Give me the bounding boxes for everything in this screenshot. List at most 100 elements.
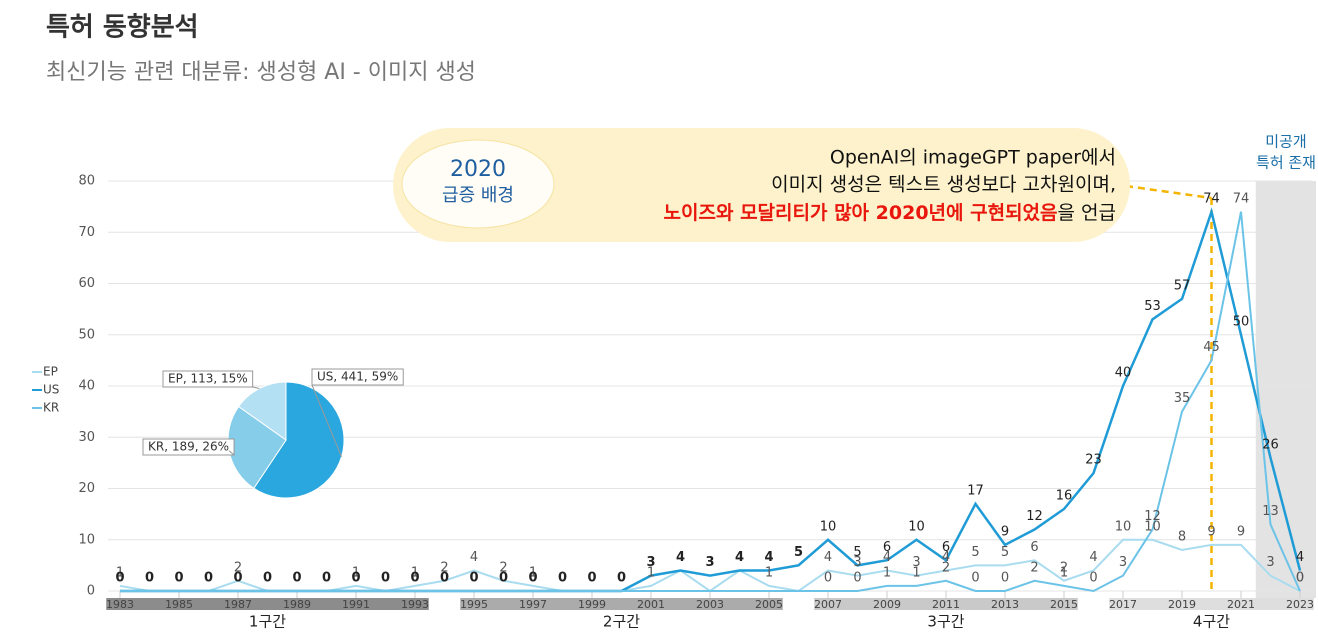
data-label: 0 <box>204 571 213 586</box>
annotation-badge-text: 2020 <box>450 157 506 182</box>
y-tick-label: 60 <box>78 276 95 291</box>
data-label: 45 <box>1203 340 1220 355</box>
data-label: 4 <box>764 550 773 565</box>
data-label: 5 <box>794 545 803 560</box>
data-label: 0 <box>145 571 154 586</box>
data-label: 6 <box>883 540 891 555</box>
period-bar <box>106 598 429 610</box>
period-label: 3구간 <box>927 613 964 631</box>
data-label: 9 <box>1237 524 1245 539</box>
period-label: 1구간 <box>249 613 286 631</box>
data-label: 40 <box>1115 366 1132 381</box>
data-label: 6 <box>942 540 950 555</box>
y-tick-label: 30 <box>78 430 95 445</box>
x-tick-label: 1995 <box>460 598 488 611</box>
data-label: 10 <box>1115 519 1132 534</box>
period-bar <box>1109 598 1314 610</box>
data-label: 5 <box>1001 545 1009 560</box>
data-label: 4 <box>735 550 744 565</box>
data-label: 0 <box>322 571 331 586</box>
x-tick-label: 2021 <box>1227 598 1255 611</box>
data-label: 0 <box>587 571 596 586</box>
data-label: 8 <box>1178 530 1186 545</box>
x-tick-label: 2015 <box>1050 598 1078 611</box>
data-label: 17 <box>967 483 984 498</box>
data-label: 0 <box>824 571 832 586</box>
data-label: 5 <box>971 545 979 560</box>
data-label: 0 <box>853 571 861 586</box>
legend-label: EP <box>43 365 58 379</box>
data-label: 0 <box>499 571 508 586</box>
data-label: 1 <box>1060 565 1068 580</box>
data-label: 53 <box>1144 299 1161 314</box>
x-tick-label: 2007 <box>814 598 842 611</box>
data-label: 1 <box>883 565 891 580</box>
x-tick-label: 2003 <box>696 598 724 611</box>
data-label: 9 <box>1207 524 1215 539</box>
x-tick-label: 2013 <box>991 598 1019 611</box>
data-label: 0 <box>440 571 449 586</box>
data-label: 2 <box>942 560 950 575</box>
data-label: 2 <box>1030 560 1038 575</box>
y-tick-label: 0 <box>87 584 95 599</box>
annotation-tail: 을 언급 <box>1058 202 1116 224</box>
data-label: 0 <box>115 571 124 586</box>
x-tick-label: 2011 <box>932 598 960 611</box>
annotation-leader <box>1126 186 1212 198</box>
data-label: 12 <box>1144 509 1161 524</box>
data-label: 4 <box>824 550 832 565</box>
y-tick-label: 50 <box>78 327 95 342</box>
y-tick-label: 40 <box>78 379 95 394</box>
pie-leader <box>253 387 260 388</box>
data-label: 3 <box>1266 555 1274 570</box>
y-tick-label: 80 <box>78 174 95 189</box>
data-label: 12 <box>1026 509 1043 524</box>
pie-label: US, 441, 59% <box>317 370 398 384</box>
period-label: 2구간 <box>603 613 640 631</box>
annotation-highlight: 노이즈와 모달리티가 많아 2020년에 구현되었음 <box>664 202 1058 224</box>
pie-label: KR, 189, 26% <box>148 440 229 454</box>
x-tick-label: 1987 <box>224 598 252 611</box>
x-tick-label: 1993 <box>401 598 429 611</box>
data-label: 4 <box>676 550 685 565</box>
data-label: 10 <box>820 519 837 534</box>
data-label: 0 <box>351 571 360 586</box>
pie-label: EP, 113, 15% <box>168 372 248 386</box>
unpublished-region <box>1256 181 1316 598</box>
x-tick-label: 2023 <box>1286 598 1314 611</box>
data-label: 0 <box>292 571 301 586</box>
data-label: 26 <box>1262 437 1279 452</box>
x-tick-label: 2009 <box>873 598 901 611</box>
legend-label: US <box>43 383 59 397</box>
x-tick-label: 1983 <box>106 598 134 611</box>
data-label: 57 <box>1174 278 1191 293</box>
x-tick-label: 1989 <box>283 598 311 611</box>
x-tick-label: 2005 <box>755 598 783 611</box>
data-label: 4 <box>1296 550 1304 565</box>
data-label: 0 <box>1296 571 1304 586</box>
data-label: 0 <box>528 571 537 586</box>
data-label: 0 <box>263 571 272 586</box>
data-label: 74 <box>1203 191 1220 206</box>
data-label: 74 <box>1233 191 1250 206</box>
x-tick-label: 1985 <box>165 598 193 611</box>
x-tick-label: 2001 <box>637 598 665 611</box>
data-label: 50 <box>1233 314 1250 329</box>
data-label: 0 <box>410 571 419 586</box>
data-label: 3 <box>1119 555 1127 570</box>
x-tick-label: 2019 <box>1168 598 1196 611</box>
data-label: 9 <box>1001 524 1009 539</box>
annotation-text: 이미지 생성은 텍스트 생성보다 고차원이며, <box>771 174 1116 196</box>
data-label: 0 <box>469 571 478 586</box>
y-tick-label: 10 <box>78 532 95 547</box>
data-label: 0 <box>174 571 183 586</box>
data-label: 1 <box>765 565 773 580</box>
data-label: 4 <box>1089 550 1097 565</box>
x-tick-label: 1991 <box>342 598 370 611</box>
x-tick-label: 1997 <box>519 598 547 611</box>
data-label: 0 <box>617 571 626 586</box>
page-subtitle: 최신기능 관련 대분류: 생성형 AI - 이미지 생성 <box>46 60 476 85</box>
annotation-text: 노이즈와 모달리티가 많아 2020년에 구현되었음을 언급 <box>664 202 1116 224</box>
data-label: 35 <box>1174 391 1191 406</box>
